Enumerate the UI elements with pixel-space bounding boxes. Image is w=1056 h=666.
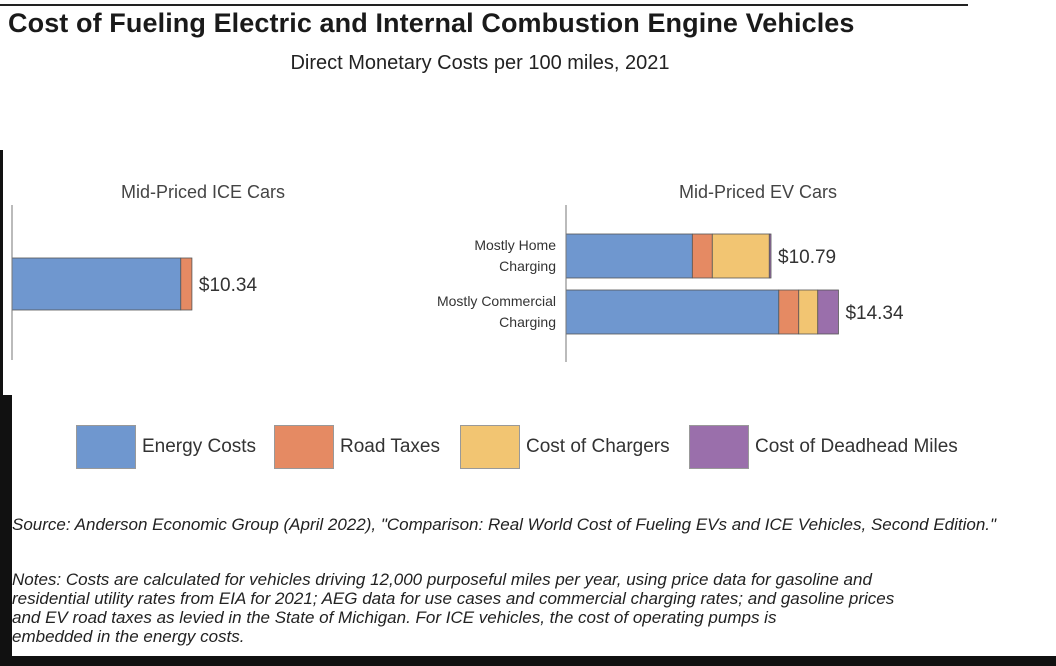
bottom-edge-block bbox=[0, 656, 1056, 666]
legend-label-energy-costs: Energy Costs bbox=[142, 436, 257, 457]
bar-segment-cost-of-chargers bbox=[711, 233, 770, 279]
bar-segment-cost-of-chargers bbox=[798, 289, 819, 335]
legend: Energy Costs Road Taxes Cost of Chargers… bbox=[0, 424, 1056, 470]
bar-total-label: $14.34 bbox=[845, 303, 904, 324]
category-label: Mostly Commercial bbox=[437, 293, 556, 309]
page-subtitle: Direct Monetary Costs per 100 miles, 202… bbox=[290, 52, 670, 74]
legend-swatch-cost-of-chargers bbox=[460, 425, 520, 469]
left-edge-border bbox=[0, 150, 3, 395]
bar-segment-cost-of-deadhead-miles bbox=[768, 233, 772, 279]
category-label: Charging bbox=[499, 258, 556, 274]
legend-item-energy-costs: Energy Costs bbox=[76, 424, 256, 470]
notes-line: embedded in the energy costs. bbox=[12, 627, 245, 646]
bar-segment-energy-costs bbox=[565, 233, 693, 279]
legend-item-cost-of-deadhead-miles: Cost of Deadhead Miles bbox=[689, 424, 958, 470]
source-note: Source: Anderson Economic Group (April 2… bbox=[12, 515, 997, 534]
top-rule bbox=[0, 4, 968, 6]
ev-panel: Mid-Priced EV Cars $10.79 Mostly Home Charg… bbox=[437, 182, 904, 362]
panel-title: Mid-Priced ICE Cars bbox=[121, 182, 285, 202]
notes-line: residential utility rates from EIA for 2… bbox=[12, 589, 895, 608]
legend-label-cost-of-deadhead-miles: Cost of Deadhead Miles bbox=[755, 436, 958, 457]
panel-title: Mid-Priced EV Cars bbox=[679, 182, 837, 202]
notes: Notes: Costs are calculated for vehicles… bbox=[12, 570, 1056, 646]
legend-swatch-cost-of-deadhead-miles bbox=[689, 425, 749, 469]
bar-segment-road-taxes bbox=[778, 289, 800, 335]
bar-segment-road-taxes bbox=[180, 257, 193, 311]
legend-item-road-taxes: Road Taxes bbox=[274, 424, 440, 470]
chart-area: Mid-Priced ICE Cars $10.34 Mid-Priced EV … bbox=[11, 182, 904, 362]
legend-label-road-taxes: Road Taxes bbox=[340, 436, 440, 457]
legend-swatch-road-taxes bbox=[274, 425, 334, 469]
legend-swatch-energy-costs bbox=[76, 425, 136, 469]
bar-segment-energy-costs bbox=[11, 257, 182, 311]
bar-total-label: $10.79 bbox=[778, 247, 836, 268]
notes-line: and EV road taxes as levied in the State… bbox=[12, 608, 777, 627]
ice-panel: Mid-Priced ICE Cars $10.34 bbox=[11, 182, 285, 360]
bar-segment-energy-costs bbox=[565, 289, 780, 335]
category-label: Mostly Home bbox=[474, 237, 556, 253]
bar-total-label: $10.34 bbox=[199, 275, 258, 296]
page-title: Cost of Fueling Electric and Internal Co… bbox=[8, 8, 855, 38]
notes-line: Notes: Costs are calculated for vehicles… bbox=[12, 570, 872, 589]
left-edge-block bbox=[0, 395, 12, 666]
category-label: Charging bbox=[499, 314, 556, 330]
bar-segment-road-taxes bbox=[691, 233, 713, 279]
legend-label-cost-of-chargers: Cost of Chargers bbox=[526, 436, 670, 457]
bar-segment-cost-of-deadhead-miles bbox=[817, 289, 839, 335]
legend-item-cost-of-chargers: Cost of Chargers bbox=[460, 424, 670, 470]
